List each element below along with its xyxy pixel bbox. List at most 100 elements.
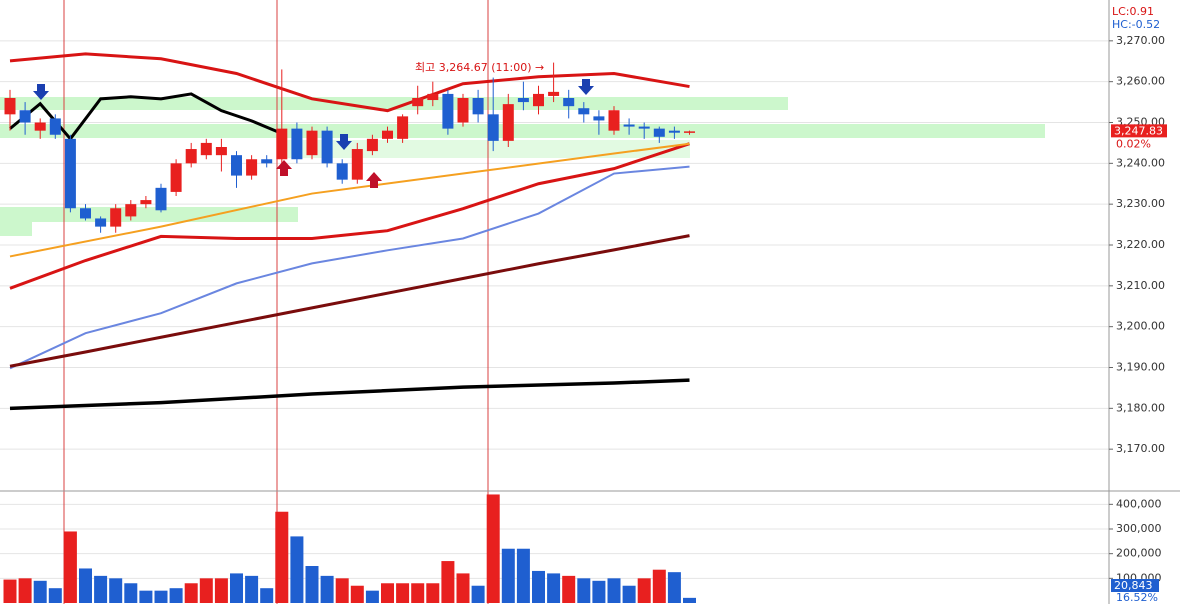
y-tick-label: 3,230.00 [1116, 197, 1165, 210]
volume-bar [18, 578, 32, 603]
band [0, 97, 788, 110]
hc-label: HC:-0.52 [1112, 18, 1160, 31]
y-tick-label: 3,240.00 [1116, 156, 1165, 169]
volume-bar [396, 583, 410, 603]
volume-bar [199, 578, 213, 603]
volume-bar [335, 578, 349, 603]
candle-body [502, 104, 514, 141]
candle-body [4, 98, 16, 115]
indicator-line [9, 142, 690, 258]
volume-bar [275, 511, 289, 603]
volume-bar [501, 548, 515, 603]
y-tick-label: 3,170.00 [1116, 442, 1165, 455]
y-tick-label: 3,220.00 [1116, 238, 1165, 251]
candle-body [382, 130, 393, 139]
candle-body [412, 98, 424, 107]
y-tick-label: 3,260.00 [1116, 75, 1165, 88]
candle-body [200, 142, 212, 156]
candle-body [487, 114, 499, 141]
candle-body [215, 147, 227, 156]
candle-body [19, 110, 31, 123]
candle-body [306, 130, 318, 156]
volume-bar [516, 548, 530, 603]
candle-body [427, 93, 439, 101]
volume-bar [652, 569, 666, 603]
y-tick-label: 3,270.00 [1116, 34, 1165, 47]
volume-bar [94, 575, 108, 603]
volume-bar [154, 590, 168, 603]
volume-bar [245, 575, 259, 603]
candle-body [351, 149, 363, 180]
volume-bar [79, 568, 92, 603]
candle-body [623, 124, 635, 127]
volume-bar [456, 573, 470, 603]
y-tick-label: 300,000 [1116, 522, 1162, 535]
axis: 3,270.003,260.003,250.003,240.003,230.00… [1109, 34, 1167, 604]
y-tick-label: 400,000 [1116, 497, 1162, 510]
volume-bar [637, 578, 651, 603]
volume-bar [109, 578, 123, 603]
volume-bar [381, 583, 394, 603]
volume-bar [124, 583, 138, 603]
sell-arrow [336, 134, 352, 150]
high-annotation: 최고 3,264.67 (11:00) → [415, 61, 544, 74]
candle-body [593, 116, 605, 121]
candle-body [125, 204, 137, 217]
signal-arrows [33, 79, 594, 188]
candle-body [261, 159, 273, 164]
volume-bar [577, 578, 591, 603]
candle-body [170, 163, 182, 192]
volume-bar [683, 597, 696, 603]
y-tick-label: 3,210.00 [1116, 279, 1165, 292]
candle-body [548, 91, 560, 96]
volume-bar [350, 585, 364, 603]
volume-bar [562, 575, 576, 603]
indicator-line [9, 142, 690, 290]
candle-body [517, 98, 529, 103]
volume-bar [365, 590, 379, 603]
candle-body [638, 126, 650, 129]
change-label: 0.02% [1116, 137, 1151, 150]
band [0, 124, 1045, 138]
candle-body [80, 208, 91, 219]
volume-bar [63, 531, 77, 603]
y-tick-label: 3,200.00 [1116, 320, 1165, 333]
volume-bar [139, 590, 153, 603]
candle-body [185, 149, 197, 164]
sell-arrow [33, 84, 49, 100]
last-price-box [1111, 124, 1167, 138]
candle-body [155, 187, 167, 211]
candle-body [64, 138, 76, 209]
candle-body [95, 218, 107, 227]
band [0, 222, 32, 236]
candle-body [321, 130, 333, 164]
y-tick-label: 3,190.00 [1116, 361, 1165, 374]
candle-body [472, 98, 484, 115]
volume-bar [33, 580, 47, 603]
volume-bar [305, 566, 319, 603]
y-tick-label: 200,000 [1116, 547, 1162, 560]
volume-bar [214, 578, 228, 603]
candle-body [578, 108, 590, 115]
candle-body [653, 128, 665, 137]
candle-body [336, 163, 348, 180]
volume-bar [411, 583, 425, 603]
candle-body [231, 155, 242, 176]
candle-body [668, 130, 680, 133]
volume-bar [230, 573, 243, 603]
candle-body [533, 93, 544, 107]
volume-bar [592, 580, 606, 603]
candle-body [110, 208, 122, 227]
candle-body [276, 128, 288, 160]
volume-bar [290, 536, 304, 603]
candle-body [34, 122, 46, 131]
last-volume-box [1111, 579, 1159, 592]
indicator-line [9, 165, 690, 370]
volume-bar [441, 561, 455, 603]
candle-body [457, 98, 469, 123]
volume-bar [3, 579, 17, 603]
candle-body [291, 128, 303, 160]
candle-body [684, 131, 695, 133]
volume-bar [320, 575, 334, 603]
